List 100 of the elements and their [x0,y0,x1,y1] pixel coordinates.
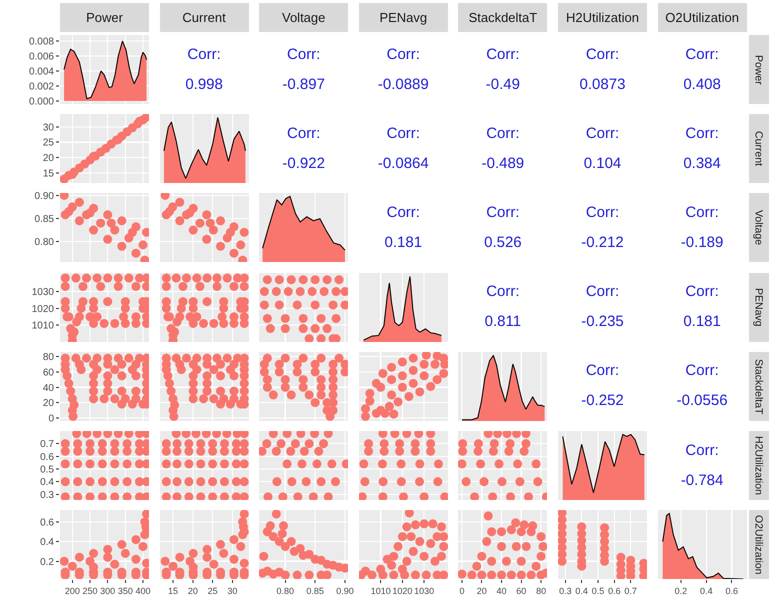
point [117,360,126,369]
point [231,477,240,486]
point [98,492,107,500]
point [103,210,112,220]
y-tick-label: 0.3 [40,490,54,501]
text: Corr: [584,283,620,302]
point [498,477,507,486]
y-tick-label: 60 [42,367,54,378]
point [282,459,292,468]
text: Corr: [684,124,720,143]
point [558,556,567,566]
point [272,477,282,486]
y-tick-label: 1030 [32,286,54,298]
point [536,552,546,562]
point [372,408,381,418]
text: PENavg [748,272,769,342]
text: Voltage [748,193,769,262]
point [263,274,272,284]
text: -0.189 [680,234,724,252]
point [328,300,338,310]
point [536,532,546,542]
point [386,560,396,570]
x-tick-label: 40 [496,586,507,596]
text: 0.998 [184,76,224,94]
point [131,371,140,380]
point [328,360,338,369]
point [208,394,218,404]
text: Corr: [386,46,421,64]
text: H2Utilization [558,3,647,32]
point [198,394,208,404]
point [231,446,240,456]
point [236,240,245,250]
point [488,570,497,580]
point [239,558,248,568]
text: PENavg [358,3,448,32]
point [172,316,182,326]
point [74,198,84,208]
point [73,459,82,468]
point [522,439,531,448]
text: Corr: [386,204,421,222]
point [114,273,123,282]
point [275,274,284,284]
point [432,374,442,384]
point [74,216,84,226]
point [117,216,126,226]
point [196,477,205,486]
point [182,273,191,282]
point [263,314,272,323]
point [239,386,248,396]
point [408,547,418,556]
point [103,545,112,554]
point [73,492,82,500]
text: -0.489 [480,154,526,173]
point [260,286,270,296]
point [275,360,284,369]
point [430,556,440,566]
point [367,570,376,580]
point [92,273,102,282]
point [478,570,487,580]
point [364,446,373,456]
point [275,568,284,577]
point [259,552,268,562]
point [216,399,225,408]
point [110,446,120,456]
point [396,459,406,468]
point [316,334,326,342]
point [60,193,69,200]
point [60,477,70,486]
point [488,556,497,566]
point [359,459,368,468]
point [188,226,198,235]
point [393,397,402,406]
point [302,477,311,486]
y-tick-label: 80 [42,352,54,363]
point [415,387,424,396]
point [208,492,217,500]
point [309,492,318,500]
x-tick-label: 20 [187,586,198,596]
point [410,439,420,448]
point [458,446,468,456]
point [426,439,435,448]
point [522,542,532,552]
point [172,439,182,448]
point [410,570,420,580]
point [114,282,123,291]
point [522,431,531,438]
point [502,431,512,438]
y-tick-label: 0.85 [34,214,54,226]
point [272,446,282,456]
point [89,318,98,328]
text: Corr: [684,283,720,302]
point [398,382,407,392]
point [161,459,170,468]
point [316,477,326,486]
point [532,459,542,468]
text: Corr: [485,46,521,64]
point [376,564,386,574]
point [182,353,191,362]
point [386,374,396,384]
point [300,446,310,456]
